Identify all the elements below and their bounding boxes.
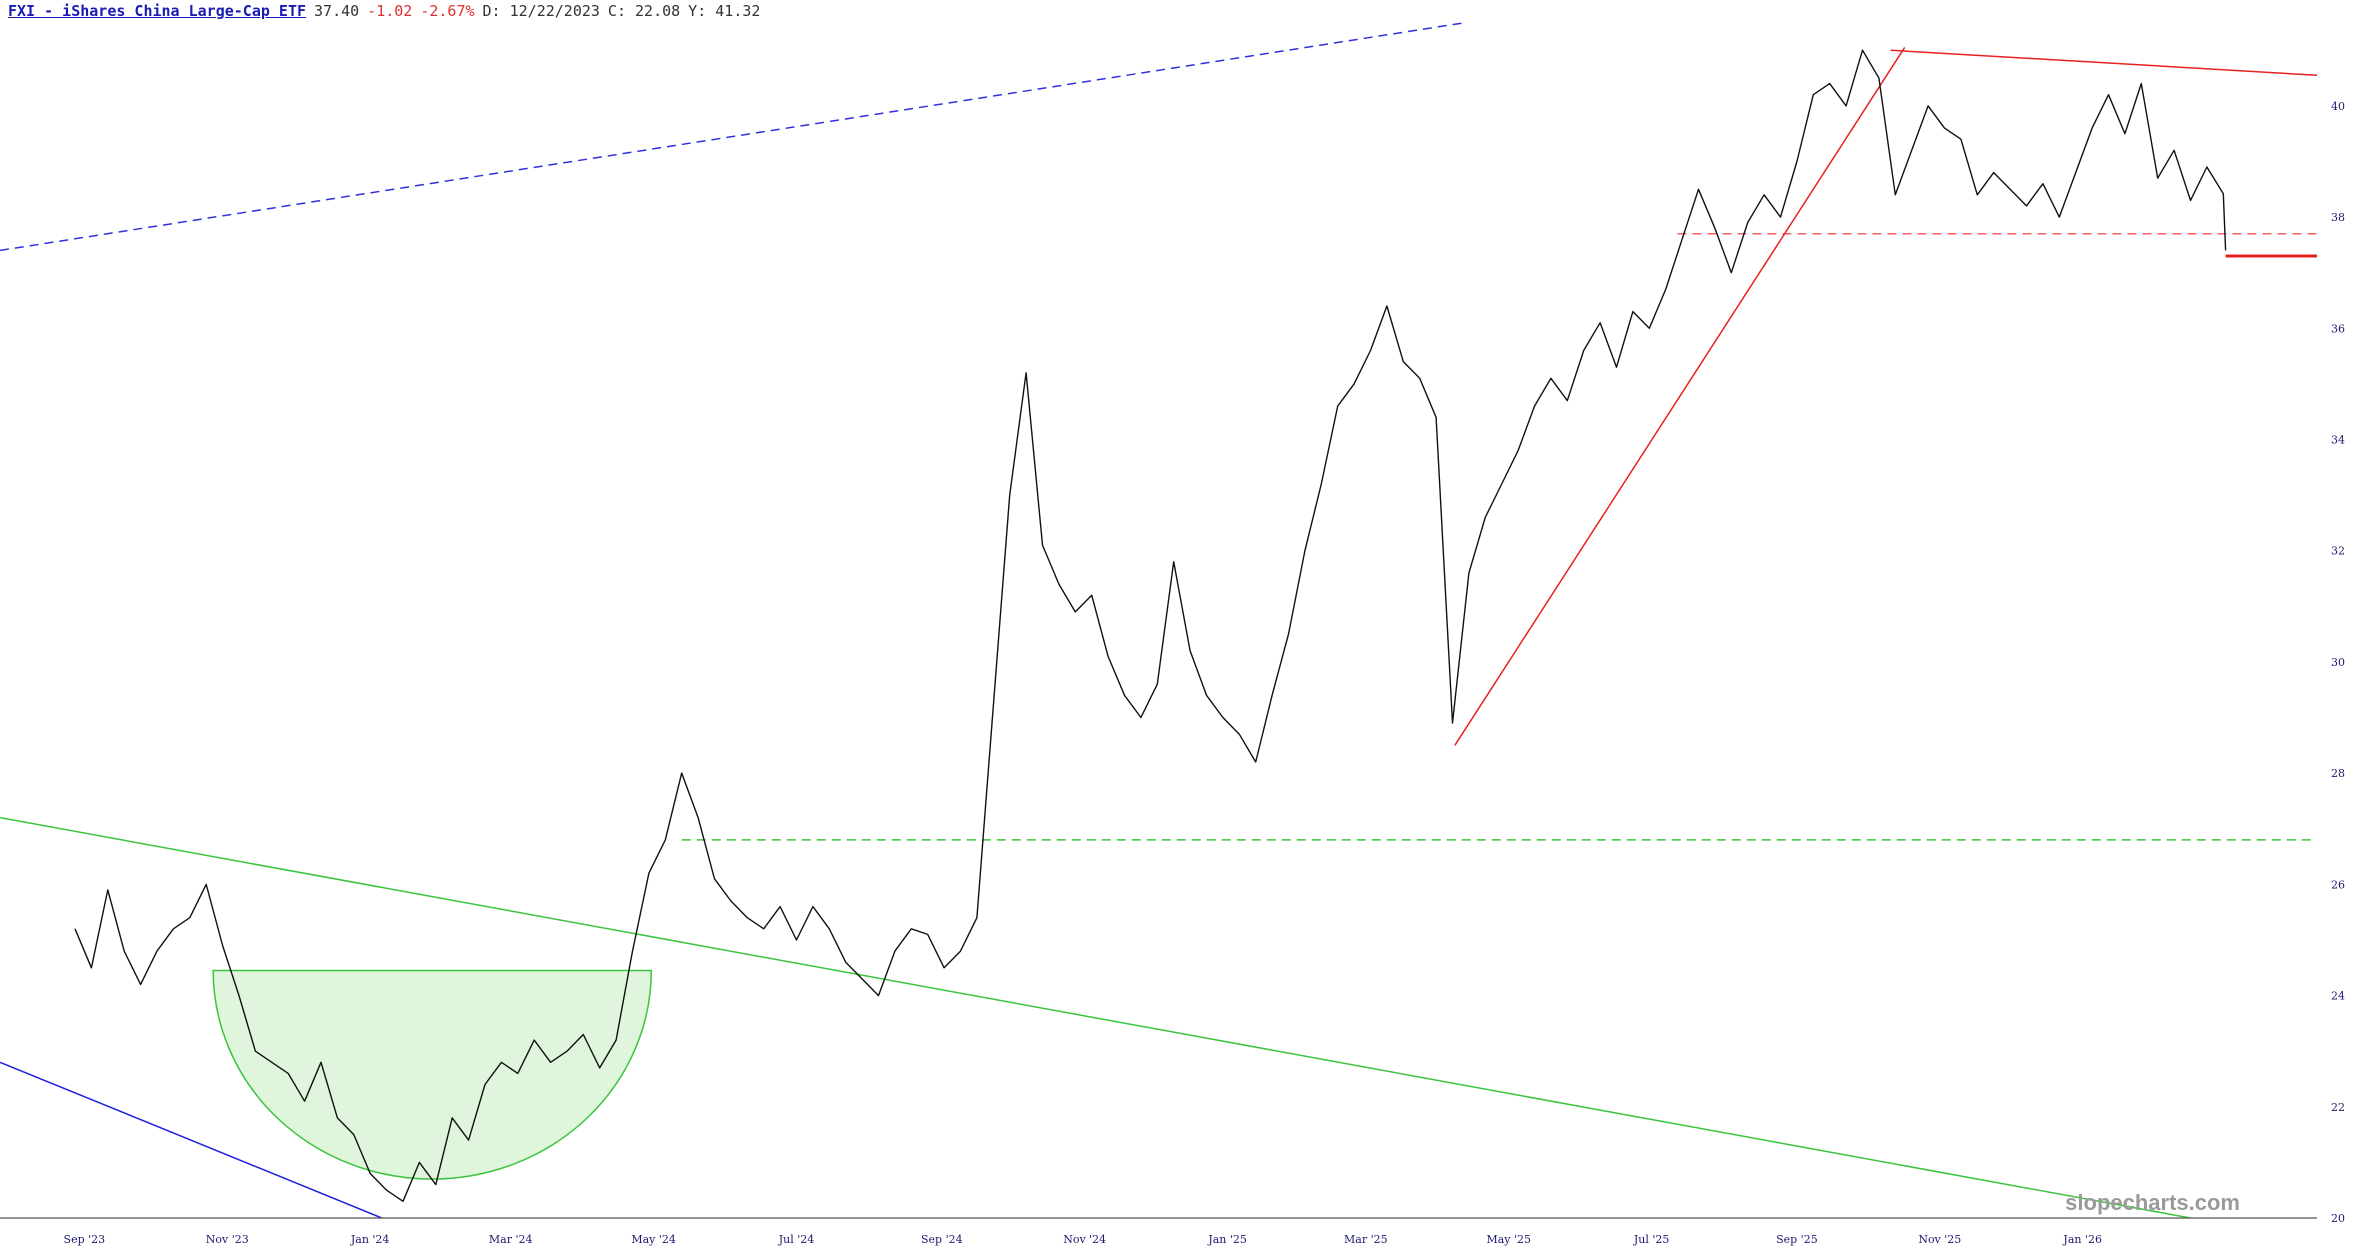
y-tick-label: 28 bbox=[2331, 767, 2345, 780]
trendline-0 bbox=[0, 21, 1467, 252]
x-tick-label: Jan '24 bbox=[350, 1233, 390, 1246]
y-tick-label: 36 bbox=[2331, 322, 2345, 335]
chart-header: FXI - iShares China Large-Cap ETF 37.40 -1… bbox=[8, 2, 768, 24]
ticker-title-link[interactable]: FXI - iShares China Large-Cap ETF bbox=[8, 2, 307, 20]
y-tick-label: 20 bbox=[2331, 1212, 2345, 1225]
x-tick-label: Sep '24 bbox=[921, 1233, 963, 1246]
x-tick-label: Nov '25 bbox=[1918, 1233, 1961, 1246]
x-tick-label: May '25 bbox=[1486, 1233, 1531, 1246]
x-tick-label: Sep '23 bbox=[64, 1233, 106, 1246]
x-tick-label: Mar '25 bbox=[1344, 1233, 1388, 1246]
y-tick-label: 24 bbox=[2331, 990, 2345, 1003]
y-tick-label: 26 bbox=[2331, 878, 2345, 891]
last-price: 37.40 bbox=[314, 2, 360, 20]
price-change-percent: -2.67% bbox=[420, 2, 475, 20]
y-tick-label: 38 bbox=[2331, 211, 2345, 224]
trendline-1 bbox=[0, 1061, 383, 1219]
trendline-6 bbox=[1454, 47, 1906, 746]
x-tick-label: Nov '23 bbox=[206, 1233, 249, 1246]
y-tick-label: 22 bbox=[2331, 1101, 2345, 1114]
x-tick-label: Sep '25 bbox=[1776, 1233, 1818, 1246]
x-tick-label: Mar '24 bbox=[489, 1233, 533, 1246]
price-change: -1.02 bbox=[367, 2, 413, 20]
brand-watermark: slopecharts.com bbox=[2065, 1190, 2240, 1215]
trendline-7 bbox=[1890, 49, 2318, 77]
x-tick-label: Jul '25 bbox=[1633, 1233, 1670, 1246]
trendline-2 bbox=[0, 816, 2191, 1219]
cursor-close: C: 22.08 bbox=[607, 2, 681, 20]
y-tick-label: 40 bbox=[2331, 100, 2345, 113]
cursor-date: D: 12/22/2023 bbox=[482, 2, 600, 20]
rounding-bottom-pattern bbox=[212, 969, 653, 1180]
y-tick-label: 30 bbox=[2331, 656, 2345, 669]
x-tick-label: Jul '24 bbox=[778, 1233, 815, 1246]
y-tick-label: 34 bbox=[2331, 433, 2345, 446]
x-tick-label: May '24 bbox=[631, 1233, 676, 1246]
x-tick-label: Jan '26 bbox=[2062, 1233, 2102, 1246]
cursor-y: Y: 41.32 bbox=[688, 2, 761, 20]
y-tick-label: 32 bbox=[2331, 545, 2345, 558]
x-tick-label: Nov '24 bbox=[1063, 1233, 1106, 1246]
price-series-line bbox=[74, 49, 2227, 1203]
x-tick-label: Jan '25 bbox=[1207, 1233, 1247, 1246]
